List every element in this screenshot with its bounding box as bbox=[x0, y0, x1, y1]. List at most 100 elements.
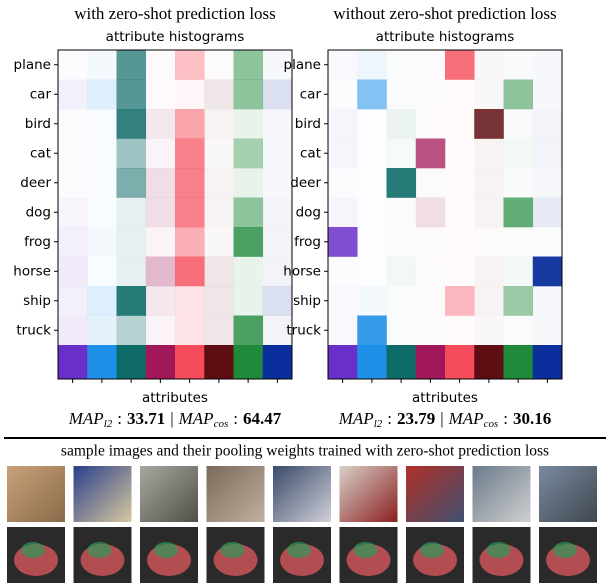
metric-part: : bbox=[387, 409, 392, 428]
heatmap-cell bbox=[445, 80, 475, 110]
heatmap-cell bbox=[175, 256, 205, 287]
heatmap-cell bbox=[87, 109, 117, 139]
heatmap-cell bbox=[87, 286, 117, 316]
heatmap-cell bbox=[474, 50, 504, 80]
metric-part: l2 bbox=[104, 418, 113, 430]
attribute-color bbox=[87, 345, 117, 379]
heatmap-cell bbox=[386, 109, 417, 139]
heatmap-cell bbox=[145, 286, 176, 316]
heatmap-cell bbox=[233, 315, 264, 346]
attribute-color bbox=[204, 345, 234, 379]
pooling-weight bbox=[21, 542, 45, 558]
heatmap-cell bbox=[175, 168, 205, 198]
heatmap-cell bbox=[532, 109, 563, 139]
metric-part: MAP bbox=[68, 409, 104, 428]
heatmap-cell bbox=[145, 138, 176, 169]
heatmap-cell bbox=[387, 227, 417, 257]
attribute-color bbox=[262, 345, 293, 379]
heatmap-cell bbox=[87, 257, 117, 287]
heatmap-cell bbox=[328, 286, 358, 316]
heatmap-cell bbox=[175, 227, 205, 257]
heatmap-cell bbox=[175, 286, 205, 316]
heatmap-cell bbox=[328, 168, 358, 198]
class-label: deer bbox=[20, 175, 51, 191]
heatmap-cell bbox=[175, 50, 205, 80]
heatmap-cell bbox=[504, 227, 534, 257]
pooling-weight bbox=[220, 542, 245, 558]
heatmap-cell bbox=[387, 139, 417, 169]
heatmap-cell bbox=[204, 286, 234, 316]
heatmap-cell bbox=[445, 109, 475, 139]
heatmap-cell bbox=[262, 79, 293, 110]
panel-heading: without zero-shot prediction loss bbox=[333, 4, 556, 23]
metric-part: | bbox=[440, 409, 443, 428]
class-label: bird bbox=[295, 116, 321, 132]
heatmap-cell bbox=[533, 316, 563, 346]
class-label: horse bbox=[13, 263, 51, 279]
class-label: car bbox=[30, 86, 52, 102]
class-label: car bbox=[300, 86, 322, 102]
metric-part: : bbox=[117, 409, 122, 428]
heatmap-frame bbox=[57, 49, 293, 380]
sample-image bbox=[140, 466, 198, 522]
heatmap-cell bbox=[263, 168, 293, 198]
heatmap-cell bbox=[357, 139, 387, 169]
heatmap-cell bbox=[357, 227, 387, 257]
heatmap-cell bbox=[58, 286, 88, 316]
heatmap-cell bbox=[204, 79, 234, 110]
heatmap-cell bbox=[146, 80, 176, 110]
class-label: cat bbox=[300, 145, 321, 161]
heatmap-cell bbox=[87, 227, 117, 257]
heatmap-cell bbox=[445, 139, 475, 169]
class-label: plane bbox=[284, 57, 321, 73]
metric-part: l2 bbox=[374, 418, 383, 430]
heatmap-cell bbox=[87, 315, 117, 346]
class-label: frog bbox=[294, 234, 321, 250]
heatmap-cell bbox=[328, 50, 358, 80]
attribute-color bbox=[415, 345, 446, 379]
attribute-color bbox=[357, 345, 387, 379]
heatmap-cell bbox=[474, 286, 504, 316]
attribute-color bbox=[233, 345, 264, 379]
sample-image bbox=[273, 466, 331, 522]
heatmap-cell bbox=[204, 315, 234, 346]
heatmap-cell bbox=[145, 109, 176, 139]
heatmap-cell bbox=[386, 168, 417, 198]
class-label: deer bbox=[290, 175, 321, 191]
heatmap-cell bbox=[504, 168, 534, 198]
heatmap-cell bbox=[503, 79, 534, 110]
heatmap-cell bbox=[233, 256, 264, 287]
heatmap-cell bbox=[474, 168, 504, 198]
heatmap-cell bbox=[532, 197, 563, 228]
panel-subtitle: attribute histograms bbox=[106, 29, 245, 45]
heatmap-cell bbox=[445, 50, 475, 80]
heatmap-cell bbox=[87, 168, 117, 198]
sample-image bbox=[73, 466, 132, 522]
heatmap-cell bbox=[416, 316, 446, 346]
heatmap-cell bbox=[416, 168, 446, 198]
heatmap-cell bbox=[387, 198, 417, 228]
heatmap-cell bbox=[415, 197, 446, 228]
heatmap-cell bbox=[416, 109, 446, 139]
heatmap-cell bbox=[357, 286, 387, 316]
heatmap-cell bbox=[145, 168, 176, 198]
heatmap-cell bbox=[357, 109, 387, 139]
heatmap-cell bbox=[262, 227, 293, 257]
class-label: dog bbox=[296, 204, 321, 220]
heatmap-cell bbox=[387, 286, 417, 316]
class-label: horse bbox=[283, 263, 321, 279]
heatmap-cell bbox=[116, 286, 147, 316]
class-label: frog bbox=[24, 234, 51, 250]
heatmap-cell bbox=[233, 168, 264, 198]
attribute-color bbox=[474, 345, 504, 379]
heatmap-cell bbox=[58, 227, 88, 257]
heatmap-cell bbox=[116, 79, 147, 110]
heatmap-cell bbox=[233, 109, 264, 139]
heatmap-cell bbox=[262, 197, 293, 228]
heatmap-cell bbox=[175, 138, 205, 169]
heatmap-cell bbox=[416, 286, 446, 316]
class-label: bird bbox=[25, 116, 51, 132]
heatmap-cell bbox=[415, 138, 446, 169]
heatmap-cell bbox=[87, 50, 117, 80]
panel-subtitle: attribute histograms bbox=[376, 29, 515, 45]
